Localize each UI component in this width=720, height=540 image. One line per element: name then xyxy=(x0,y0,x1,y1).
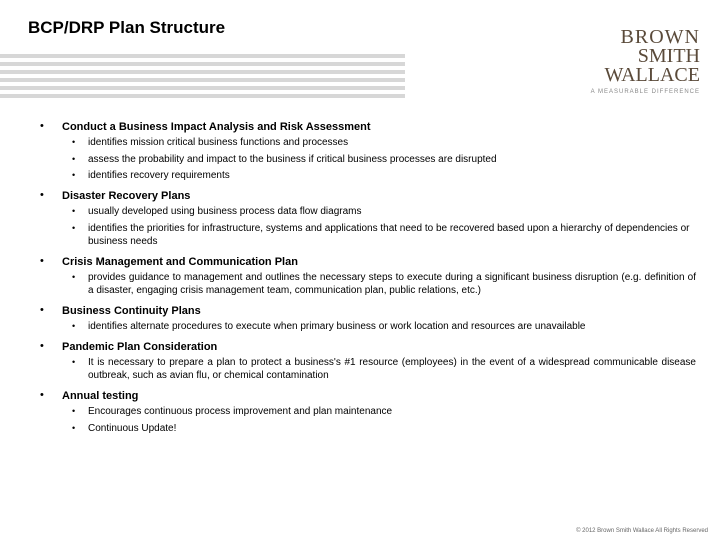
list-item: usually developed using business process… xyxy=(62,205,696,219)
logo-tagline: A MEASURABLE DIFFERENCE xyxy=(591,89,700,95)
section-head: Conduct a Business Impact Analysis and R… xyxy=(62,120,696,134)
section-head: Annual testing xyxy=(62,389,696,403)
list-item: identifies mission critical business fun… xyxy=(62,136,696,150)
section: Conduct a Business Impact Analysis and R… xyxy=(28,120,696,183)
section: Disaster Recovery Plans usually developed… xyxy=(28,189,696,249)
logo-wordmark: BROWN SMITH WALLACE xyxy=(591,28,700,85)
section: Annual testing Encourages continuous proc… xyxy=(28,389,696,435)
section-head: Pandemic Plan Consideration xyxy=(62,340,696,354)
outline-list: Conduct a Business Impact Analysis and R… xyxy=(28,120,696,435)
copyright-footer: © 2012 Brown Smith Wallace All Rights Re… xyxy=(576,528,708,534)
list-item: identifies the priorities for infrastruc… xyxy=(62,222,696,249)
section-head: Disaster Recovery Plans xyxy=(62,189,696,203)
section-items: It is necessary to prepare a plan to pro… xyxy=(62,356,696,383)
decorative-stripes xyxy=(0,54,405,102)
list-item: Continuous Update! xyxy=(62,422,696,436)
list-item: identifies recovery requirements xyxy=(62,169,696,183)
section: Crisis Management and Communication Plan… xyxy=(28,255,696,298)
section-items: Encourages continuous process improvemen… xyxy=(62,405,696,435)
list-item: assess the probability and impact to the… xyxy=(62,153,696,167)
section-items: provides guidance to management and outl… xyxy=(62,271,696,298)
logo-line-3: WALLACE xyxy=(591,66,700,85)
section: Business Continuity Plans identifies alte… xyxy=(28,304,696,334)
section-head: Business Continuity Plans xyxy=(62,304,696,318)
list-item: Encourages continuous process improvemen… xyxy=(62,405,696,419)
slide: BCP/DRP Plan Structure BROWN SMITH WALLA… xyxy=(0,0,720,540)
content-area: Conduct a Business Impact Analysis and R… xyxy=(28,120,696,441)
section: Pandemic Plan Consideration It is necessa… xyxy=(28,340,696,383)
list-item: It is necessary to prepare a plan to pro… xyxy=(62,356,696,383)
section-items: usually developed using business process… xyxy=(62,205,696,249)
section-items: identifies mission critical business fun… xyxy=(62,136,696,183)
section-head: Crisis Management and Communication Plan xyxy=(62,255,696,269)
logo: BROWN SMITH WALLACE A MEASURABLE DIFFERE… xyxy=(591,28,700,95)
section-items: identifies alternate procedures to execu… xyxy=(62,320,696,334)
list-item: provides guidance to management and outl… xyxy=(62,271,696,298)
list-item: identifies alternate procedures to execu… xyxy=(62,320,696,334)
